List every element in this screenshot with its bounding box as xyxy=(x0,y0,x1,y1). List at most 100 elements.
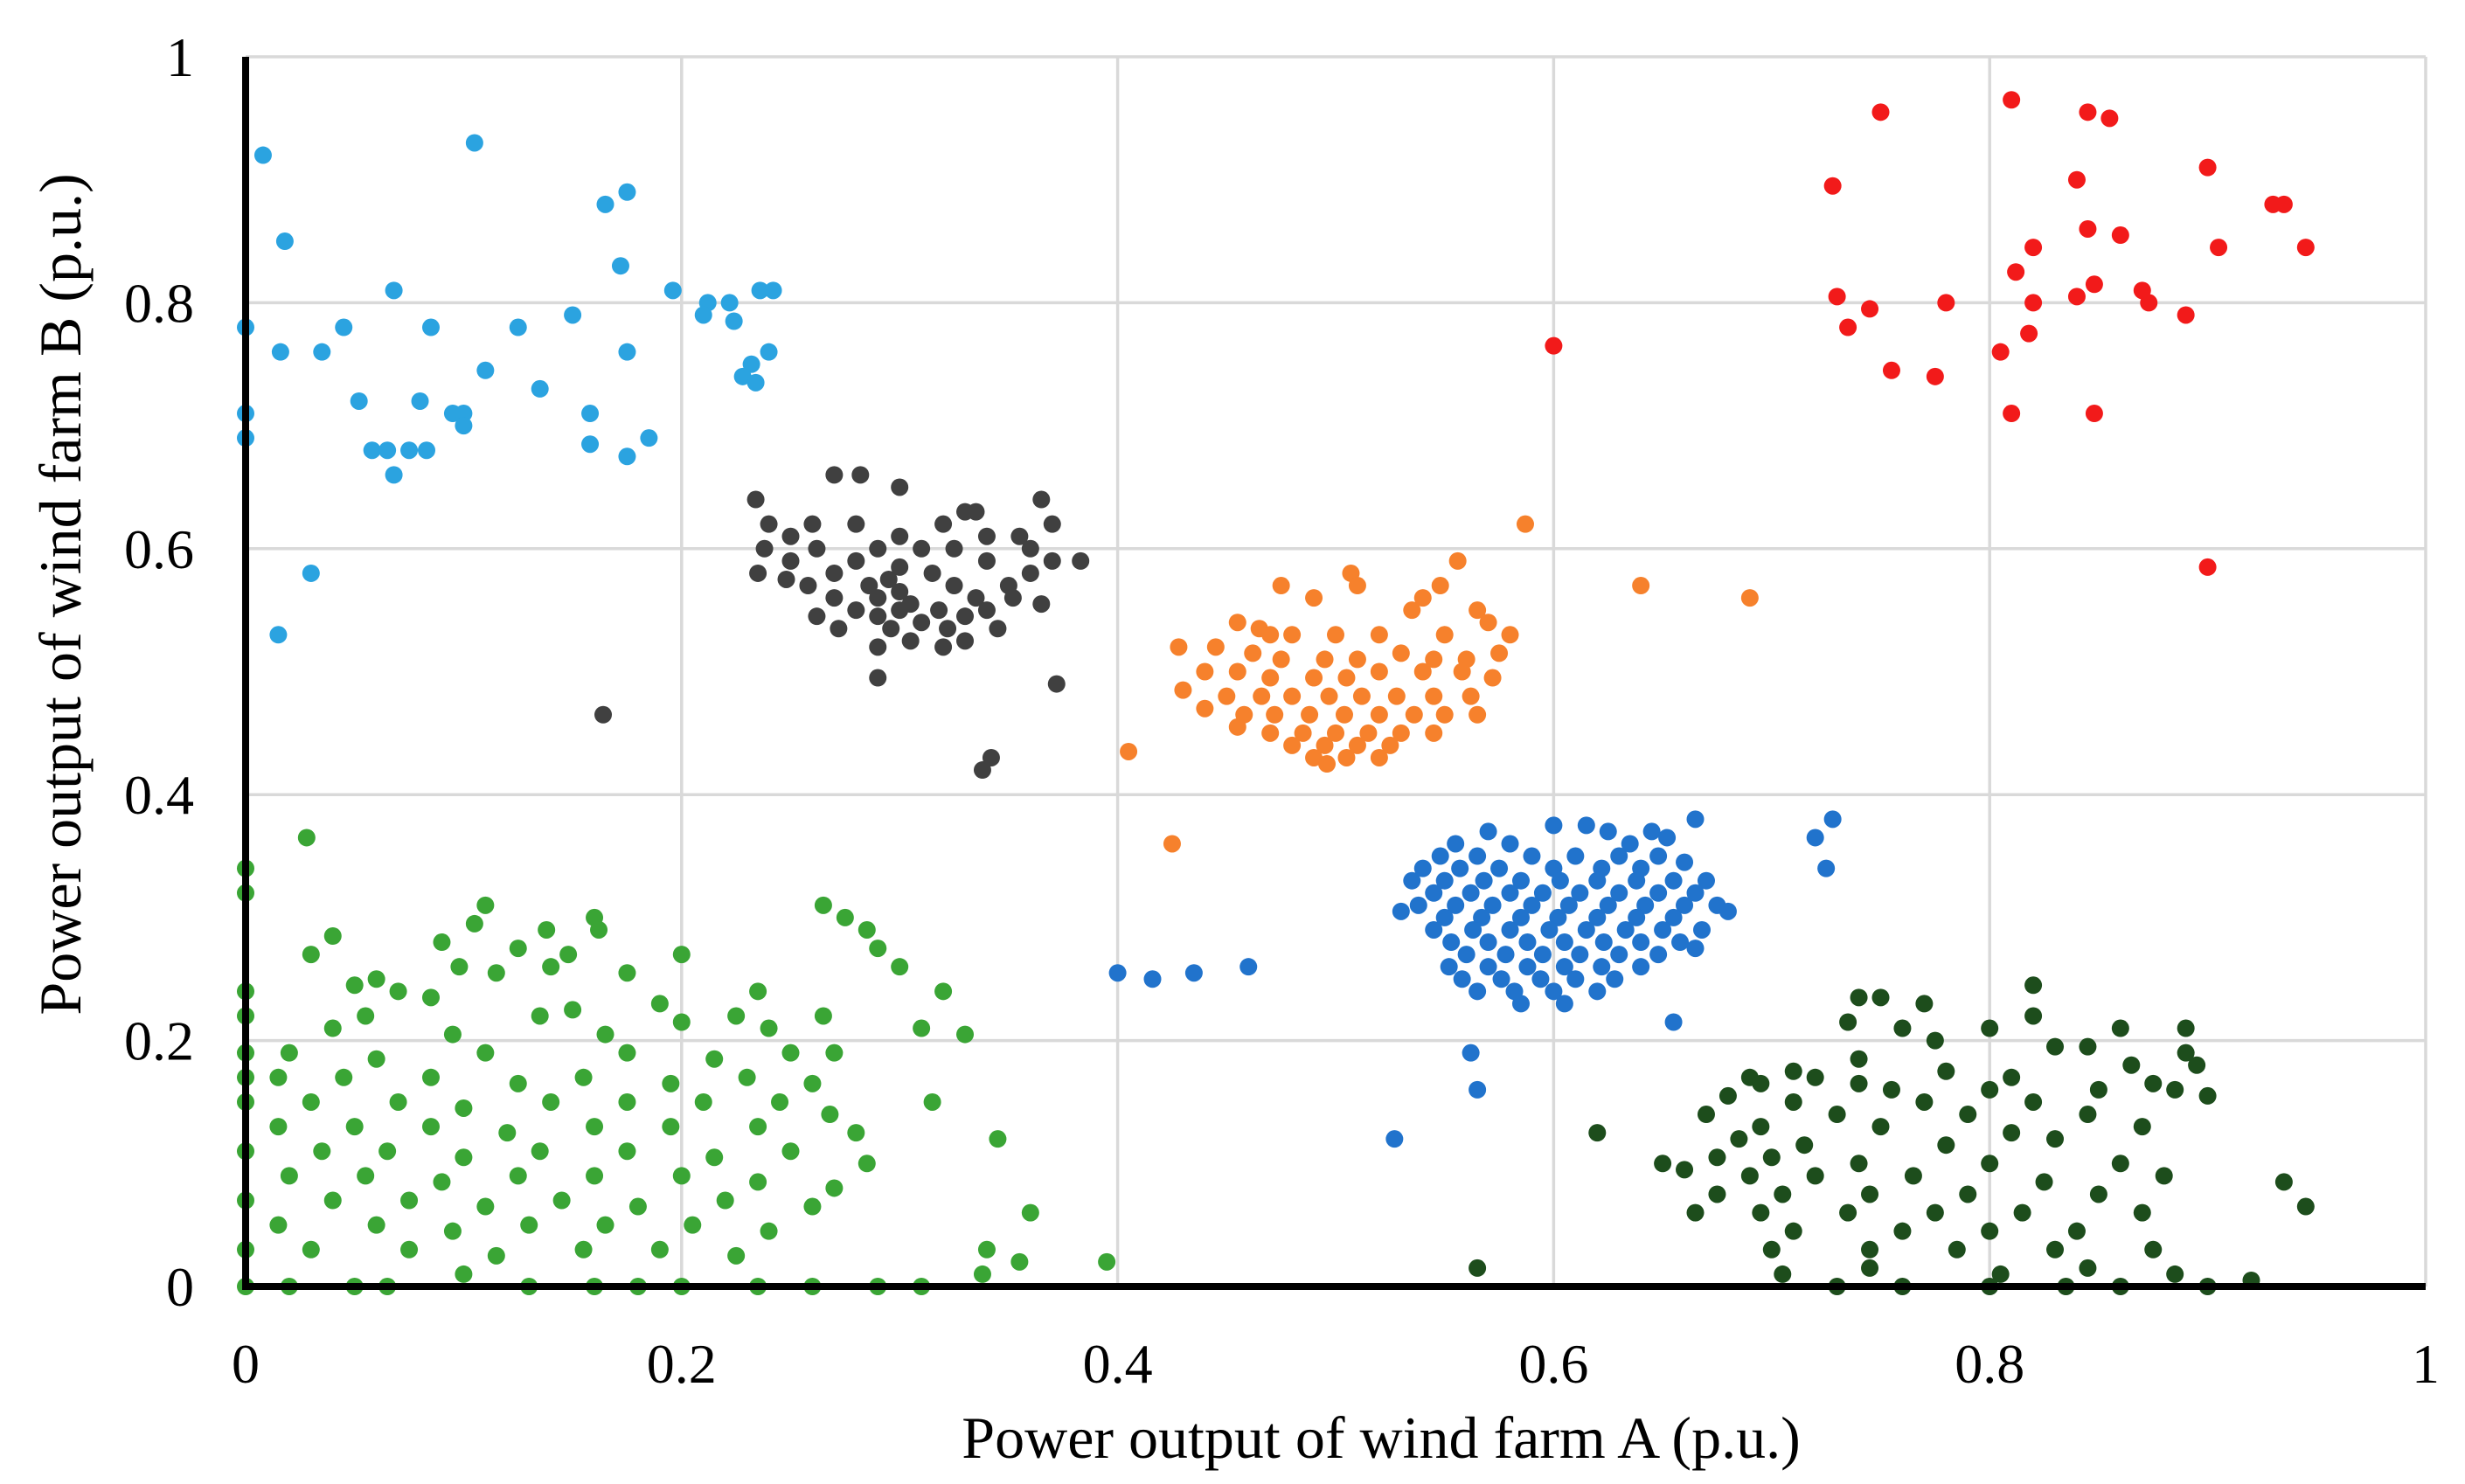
data-point xyxy=(1784,1062,1802,1080)
data-point xyxy=(1926,1031,1944,1050)
data-point xyxy=(1817,859,1836,877)
data-point xyxy=(1047,675,1066,693)
data-point xyxy=(1893,1222,1912,1240)
data-point xyxy=(803,1197,822,1216)
data-point xyxy=(1206,638,1225,656)
data-point xyxy=(860,577,878,595)
data-point xyxy=(2020,324,2038,343)
data-point xyxy=(1577,920,1595,939)
data-point xyxy=(302,946,320,964)
data-point xyxy=(1664,871,1683,890)
data-point xyxy=(1032,595,1051,614)
data-point xyxy=(1861,1240,1879,1259)
data-point xyxy=(1523,896,1541,914)
data-point xyxy=(882,620,900,638)
data-point xyxy=(618,1092,636,1111)
data-point xyxy=(1540,920,1559,939)
x-tick-label: 0.4 xyxy=(1083,1333,1153,1395)
data-point xyxy=(269,626,288,644)
data-point xyxy=(760,343,778,361)
data-point xyxy=(1823,810,1842,829)
data-point xyxy=(1462,884,1480,902)
data-point xyxy=(1784,1092,1802,1111)
data-point xyxy=(2188,1056,2206,1074)
data-point xyxy=(367,1216,385,1234)
data-point xyxy=(1577,816,1595,835)
data-point xyxy=(1327,724,1344,742)
data-point xyxy=(1462,1044,1480,1062)
data-point xyxy=(956,632,975,650)
data-point xyxy=(1479,958,1497,976)
series-2-points xyxy=(1120,515,1759,853)
data-point xyxy=(2024,976,2043,995)
data-point xyxy=(1218,687,1236,705)
data-point xyxy=(1301,705,1319,724)
data-point xyxy=(363,441,381,460)
data-point xyxy=(2079,1106,2097,1124)
data-point xyxy=(1174,681,1192,699)
data-point xyxy=(1518,933,1537,952)
data-point xyxy=(269,1118,288,1136)
data-point xyxy=(1442,933,1461,952)
y-axis-title: Power output of wind farm B (p.u.) xyxy=(27,173,94,1015)
data-point xyxy=(280,1167,298,1185)
data-point xyxy=(450,958,469,976)
data-point xyxy=(1021,564,1039,582)
data-point xyxy=(1621,835,1639,853)
data-point xyxy=(389,982,407,1001)
data-point xyxy=(1948,1240,1966,1259)
data-point xyxy=(913,539,931,558)
data-point xyxy=(1850,1050,1868,1068)
data-point xyxy=(1381,736,1399,754)
data-point xyxy=(2111,226,2129,245)
data-point xyxy=(498,1124,517,1142)
data-point xyxy=(2166,1265,2184,1283)
data-point xyxy=(476,1197,495,1216)
data-point xyxy=(1143,970,1162,988)
data-point xyxy=(1244,644,1262,662)
data-point xyxy=(913,1019,931,1037)
data-point xyxy=(2274,1173,2293,1191)
data-point xyxy=(581,435,600,454)
data-point xyxy=(618,447,636,466)
data-point xyxy=(2155,1167,2173,1185)
data-point xyxy=(1762,1148,1781,1167)
data-point xyxy=(1588,908,1607,926)
data-point xyxy=(465,914,483,933)
data-point xyxy=(1469,1080,1487,1099)
data-point xyxy=(982,748,1000,766)
data-point xyxy=(738,1068,756,1086)
data-point xyxy=(1981,1222,1999,1240)
data-point xyxy=(891,558,909,576)
data-point xyxy=(825,1179,844,1197)
data-point xyxy=(476,1044,495,1062)
data-point xyxy=(1871,1118,1890,1136)
y-tick-label: 1 xyxy=(166,26,194,88)
data-point xyxy=(1370,626,1388,644)
data-point xyxy=(2085,275,2103,294)
data-point xyxy=(1483,896,1502,914)
data-point xyxy=(335,318,353,336)
data-point xyxy=(433,933,451,952)
data-point xyxy=(385,466,403,484)
data-point xyxy=(901,632,920,650)
data-point xyxy=(891,527,909,545)
data-point xyxy=(1261,724,1280,742)
data-point xyxy=(476,361,495,379)
data-point xyxy=(945,539,963,558)
data-point xyxy=(1184,964,1203,982)
data-point xyxy=(443,1222,462,1240)
data-point xyxy=(749,1173,767,1191)
data-point xyxy=(836,908,854,926)
data-point xyxy=(465,134,483,152)
data-point xyxy=(2003,91,2021,109)
x-tick-label: 0 xyxy=(232,1333,260,1395)
data-point xyxy=(1686,940,1705,958)
data-point xyxy=(891,958,909,976)
data-point xyxy=(564,1001,582,1019)
data-point xyxy=(1320,687,1338,705)
data-point xyxy=(781,1142,800,1161)
data-point xyxy=(1752,1118,1770,1136)
data-point xyxy=(455,1099,473,1117)
data-point xyxy=(2003,1124,2021,1142)
